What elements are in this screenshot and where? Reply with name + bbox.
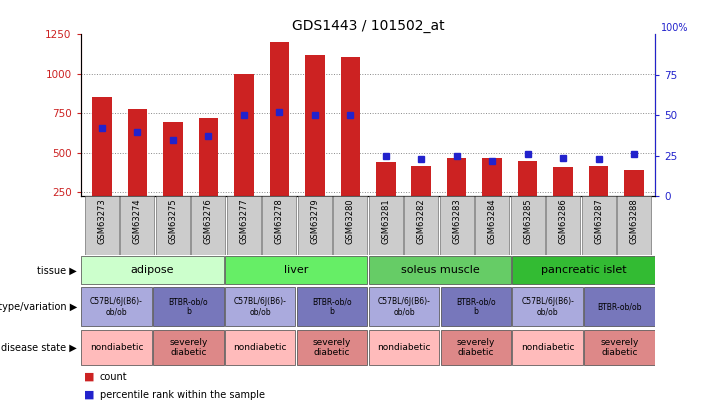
Text: nondiabetic: nondiabetic — [521, 343, 574, 352]
FancyBboxPatch shape — [81, 256, 224, 284]
FancyBboxPatch shape — [369, 330, 439, 365]
FancyBboxPatch shape — [227, 196, 261, 255]
Text: BTBR-ob/o
b: BTBR-ob/o b — [168, 297, 208, 316]
Text: GSM63275: GSM63275 — [168, 198, 177, 244]
Text: GSM63284: GSM63284 — [488, 198, 497, 244]
FancyBboxPatch shape — [154, 330, 224, 365]
Text: C57BL/6J(B6)-
ob/ob: C57BL/6J(B6)- ob/ob — [522, 297, 574, 316]
Text: nondiabetic: nondiabetic — [377, 343, 430, 352]
FancyBboxPatch shape — [156, 196, 190, 255]
Text: adipose: adipose — [130, 265, 175, 275]
Bar — [376, 162, 395, 196]
Title: GDS1443 / 101502_at: GDS1443 / 101502_at — [292, 19, 444, 33]
FancyBboxPatch shape — [617, 196, 651, 255]
FancyBboxPatch shape — [582, 196, 615, 255]
FancyBboxPatch shape — [512, 287, 583, 326]
FancyBboxPatch shape — [369, 287, 439, 326]
FancyBboxPatch shape — [154, 287, 224, 326]
FancyBboxPatch shape — [81, 287, 151, 326]
FancyBboxPatch shape — [404, 196, 438, 255]
Text: nondiabetic: nondiabetic — [233, 343, 287, 352]
Text: severely
diabetic: severely diabetic — [600, 338, 639, 357]
FancyBboxPatch shape — [585, 287, 655, 326]
Bar — [518, 161, 538, 196]
Text: ■: ■ — [84, 372, 95, 382]
Text: GSM63278: GSM63278 — [275, 198, 284, 244]
Text: GSM63277: GSM63277 — [239, 198, 248, 244]
FancyBboxPatch shape — [262, 196, 297, 255]
Bar — [625, 171, 644, 196]
Text: ■: ■ — [84, 390, 95, 400]
Text: liver: liver — [284, 265, 308, 275]
Text: GSM63280: GSM63280 — [346, 198, 355, 244]
Text: GSM63286: GSM63286 — [559, 198, 568, 244]
Text: severely
diabetic: severely diabetic — [169, 338, 207, 357]
Bar — [482, 158, 502, 196]
Bar — [270, 43, 289, 196]
Bar — [447, 158, 466, 196]
Text: GSM63282: GSM63282 — [417, 198, 426, 244]
FancyBboxPatch shape — [81, 330, 151, 365]
FancyBboxPatch shape — [297, 330, 367, 365]
FancyBboxPatch shape — [225, 287, 295, 326]
Bar — [234, 74, 254, 196]
Text: GSM63274: GSM63274 — [133, 198, 142, 244]
Text: C57BL/6J(B6)-
ob/ob: C57BL/6J(B6)- ob/ob — [234, 297, 287, 316]
Text: BTBR-ob/o
b: BTBR-ob/o b — [456, 297, 496, 316]
FancyBboxPatch shape — [585, 330, 655, 365]
Text: C57BL/6J(B6)-
ob/ob: C57BL/6J(B6)- ob/ob — [90, 297, 143, 316]
Bar — [163, 122, 183, 196]
Text: nondiabetic: nondiabetic — [90, 343, 143, 352]
FancyBboxPatch shape — [512, 330, 583, 365]
FancyBboxPatch shape — [191, 196, 226, 255]
FancyBboxPatch shape — [369, 256, 511, 284]
FancyBboxPatch shape — [475, 196, 509, 255]
FancyBboxPatch shape — [225, 256, 367, 284]
FancyBboxPatch shape — [512, 256, 655, 284]
Text: count: count — [100, 372, 127, 382]
Text: disease state ▶: disease state ▶ — [1, 342, 77, 352]
Text: pancreatic islet: pancreatic islet — [540, 265, 627, 275]
Text: GSM63288: GSM63288 — [629, 198, 639, 244]
Text: BTBR-ob/ob: BTBR-ob/ob — [597, 302, 641, 311]
FancyBboxPatch shape — [440, 196, 474, 255]
Text: C57BL/6J(B6)-
ob/ob: C57BL/6J(B6)- ob/ob — [378, 297, 430, 316]
Bar — [411, 166, 431, 196]
Text: genotype/variation ▶: genotype/variation ▶ — [0, 302, 77, 312]
Text: percentile rank within the sample: percentile rank within the sample — [100, 390, 264, 400]
Bar — [341, 57, 360, 196]
Text: tissue ▶: tissue ▶ — [37, 265, 77, 275]
Text: GSM63281: GSM63281 — [381, 198, 390, 244]
Text: GSM63287: GSM63287 — [594, 198, 603, 244]
FancyBboxPatch shape — [121, 196, 154, 255]
Text: GSM63285: GSM63285 — [523, 198, 532, 244]
Text: GSM63279: GSM63279 — [311, 198, 319, 244]
Bar — [305, 55, 325, 196]
FancyBboxPatch shape — [298, 196, 332, 255]
Text: soleus muscle: soleus muscle — [400, 265, 479, 275]
Text: GSM63273: GSM63273 — [97, 198, 107, 244]
Text: severely
diabetic: severely diabetic — [313, 338, 351, 357]
FancyBboxPatch shape — [441, 330, 511, 365]
FancyBboxPatch shape — [441, 287, 511, 326]
Bar — [553, 167, 573, 196]
FancyBboxPatch shape — [369, 196, 403, 255]
Bar — [128, 109, 147, 196]
Text: 100%: 100% — [661, 23, 688, 33]
FancyBboxPatch shape — [225, 330, 295, 365]
FancyBboxPatch shape — [297, 287, 367, 326]
Bar — [589, 166, 608, 196]
Bar — [198, 118, 218, 196]
Text: GSM63283: GSM63283 — [452, 198, 461, 244]
Text: BTBR-ob/o
b: BTBR-ob/o b — [312, 297, 352, 316]
Text: severely
diabetic: severely diabetic — [456, 338, 495, 357]
FancyBboxPatch shape — [85, 196, 119, 255]
FancyBboxPatch shape — [510, 196, 545, 255]
FancyBboxPatch shape — [333, 196, 367, 255]
Bar — [92, 97, 111, 196]
Text: GSM63276: GSM63276 — [204, 198, 213, 244]
FancyBboxPatch shape — [546, 196, 580, 255]
